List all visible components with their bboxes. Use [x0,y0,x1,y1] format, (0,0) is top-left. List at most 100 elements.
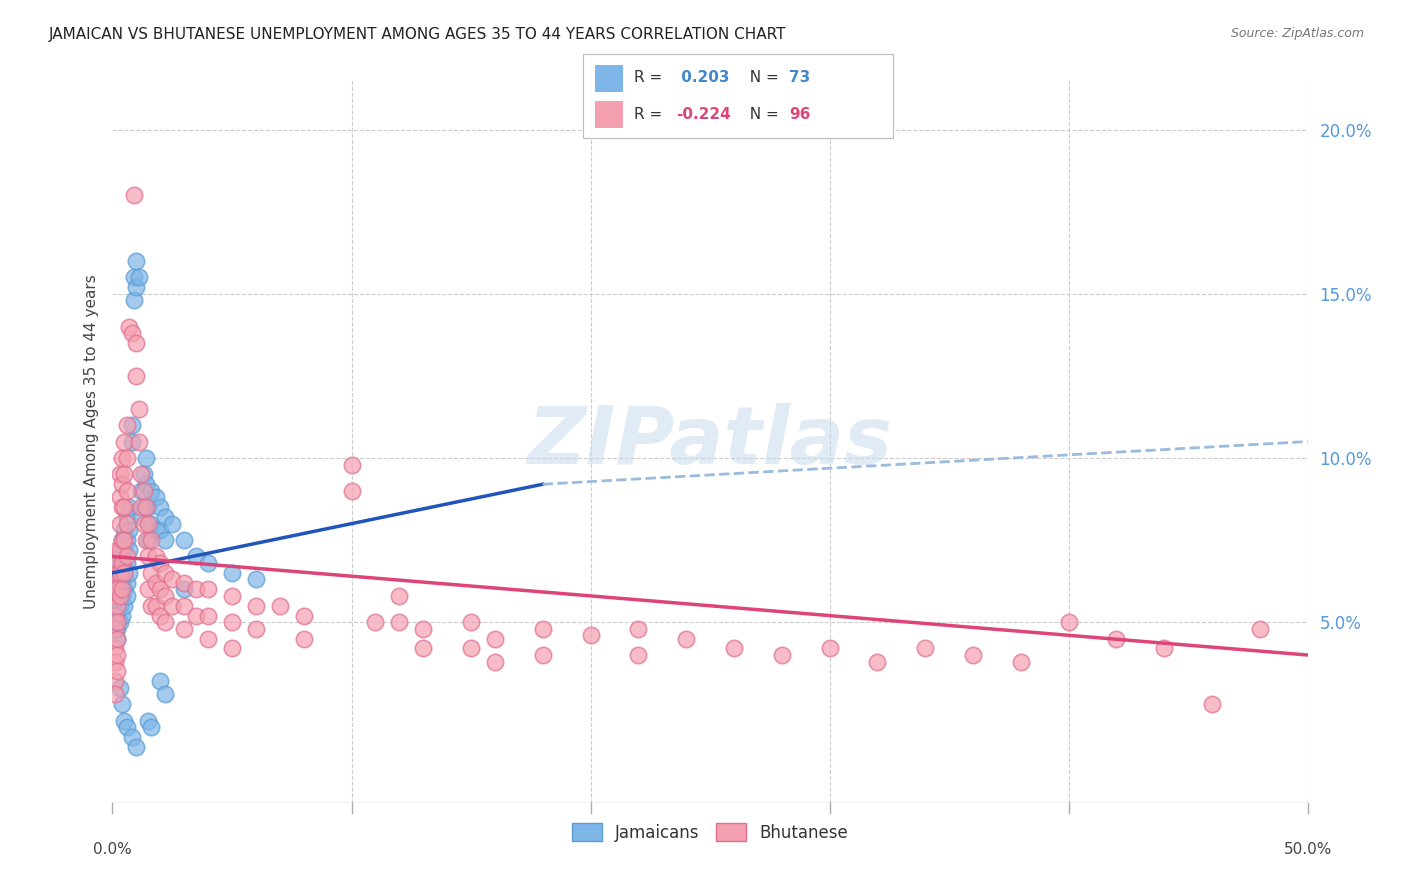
Point [340,483,363,498]
Point [104,622,127,636]
Point [118,319,141,334]
Point [114,533,135,547]
Point [139,566,162,580]
Point [111,698,134,712]
Point [153,510,176,524]
Point [129,467,152,482]
Point [129,500,152,515]
Point [121,730,143,744]
Point [484,632,506,646]
Point [186,608,208,623]
Point [173,582,195,597]
Point [104,615,127,630]
Point [269,599,291,613]
Point [105,566,128,580]
Text: 0.203: 0.203 [676,70,730,85]
Point [292,608,315,623]
Point [138,516,160,531]
Text: 73: 73 [789,70,810,85]
Point [115,450,138,465]
Point [118,523,141,537]
Point [173,599,195,613]
Point [111,477,134,491]
Point [197,582,219,597]
Point [866,655,889,669]
Point [914,641,936,656]
Point [104,622,127,636]
Point [105,589,128,603]
Point [114,599,135,613]
Point [770,648,793,662]
Point [627,622,650,636]
Point [162,573,183,587]
Text: N =: N = [740,70,783,85]
Point [579,628,602,642]
Text: R =: R = [634,70,668,85]
Point [364,615,387,630]
Point [111,556,134,570]
Point [675,632,697,646]
Point [132,483,155,498]
Point [115,589,138,603]
Legend: Jamaicans, Bhutanese: Jamaicans, Bhutanese [565,817,855,848]
Point [460,641,482,656]
Point [104,566,127,580]
Point [108,491,131,505]
Point [105,648,128,662]
Point [132,516,155,531]
Point [135,500,157,515]
Point [1201,698,1223,712]
Point [118,566,141,580]
Point [149,608,172,623]
Point [114,523,135,537]
Point [108,516,131,531]
Point [292,632,315,646]
Point [108,542,131,557]
Point [121,434,143,449]
Point [1010,655,1032,669]
Point [125,739,148,754]
Point [104,589,127,603]
Point [104,599,127,613]
Point [105,665,128,679]
Point [221,589,243,603]
Point [118,500,141,515]
Point [627,648,650,662]
Point [412,622,434,636]
Point [139,483,162,498]
Point [115,510,138,524]
Point [153,687,176,701]
Point [818,641,841,656]
Point [128,270,150,285]
Point [108,681,131,695]
Point [108,582,131,597]
Point [149,500,172,515]
Point [138,549,160,564]
Point [138,533,160,547]
Point [111,500,134,515]
Point [132,500,155,515]
Point [149,556,172,570]
Point [153,566,176,580]
Point [125,336,148,351]
Text: R =: R = [634,107,668,122]
Point [153,533,176,547]
Point [111,573,134,587]
Point [138,500,160,515]
Point [149,674,172,689]
Point [153,589,176,603]
Point [149,523,172,537]
Point [145,549,167,564]
Point [108,549,131,564]
Point [138,582,160,597]
Point [115,720,138,734]
Point [115,575,138,590]
Point [723,641,745,656]
Point [135,450,157,465]
Text: 50.0%: 50.0% [1284,842,1331,857]
Point [186,549,208,564]
Text: JAMAICAN VS BHUTANESE UNEMPLOYMENT AMONG AGES 35 TO 44 YEARS CORRELATION CHART: JAMAICAN VS BHUTANESE UNEMPLOYMENT AMONG… [49,27,787,42]
Point [531,648,554,662]
Text: 0.0%: 0.0% [93,842,132,857]
Point [139,599,162,613]
